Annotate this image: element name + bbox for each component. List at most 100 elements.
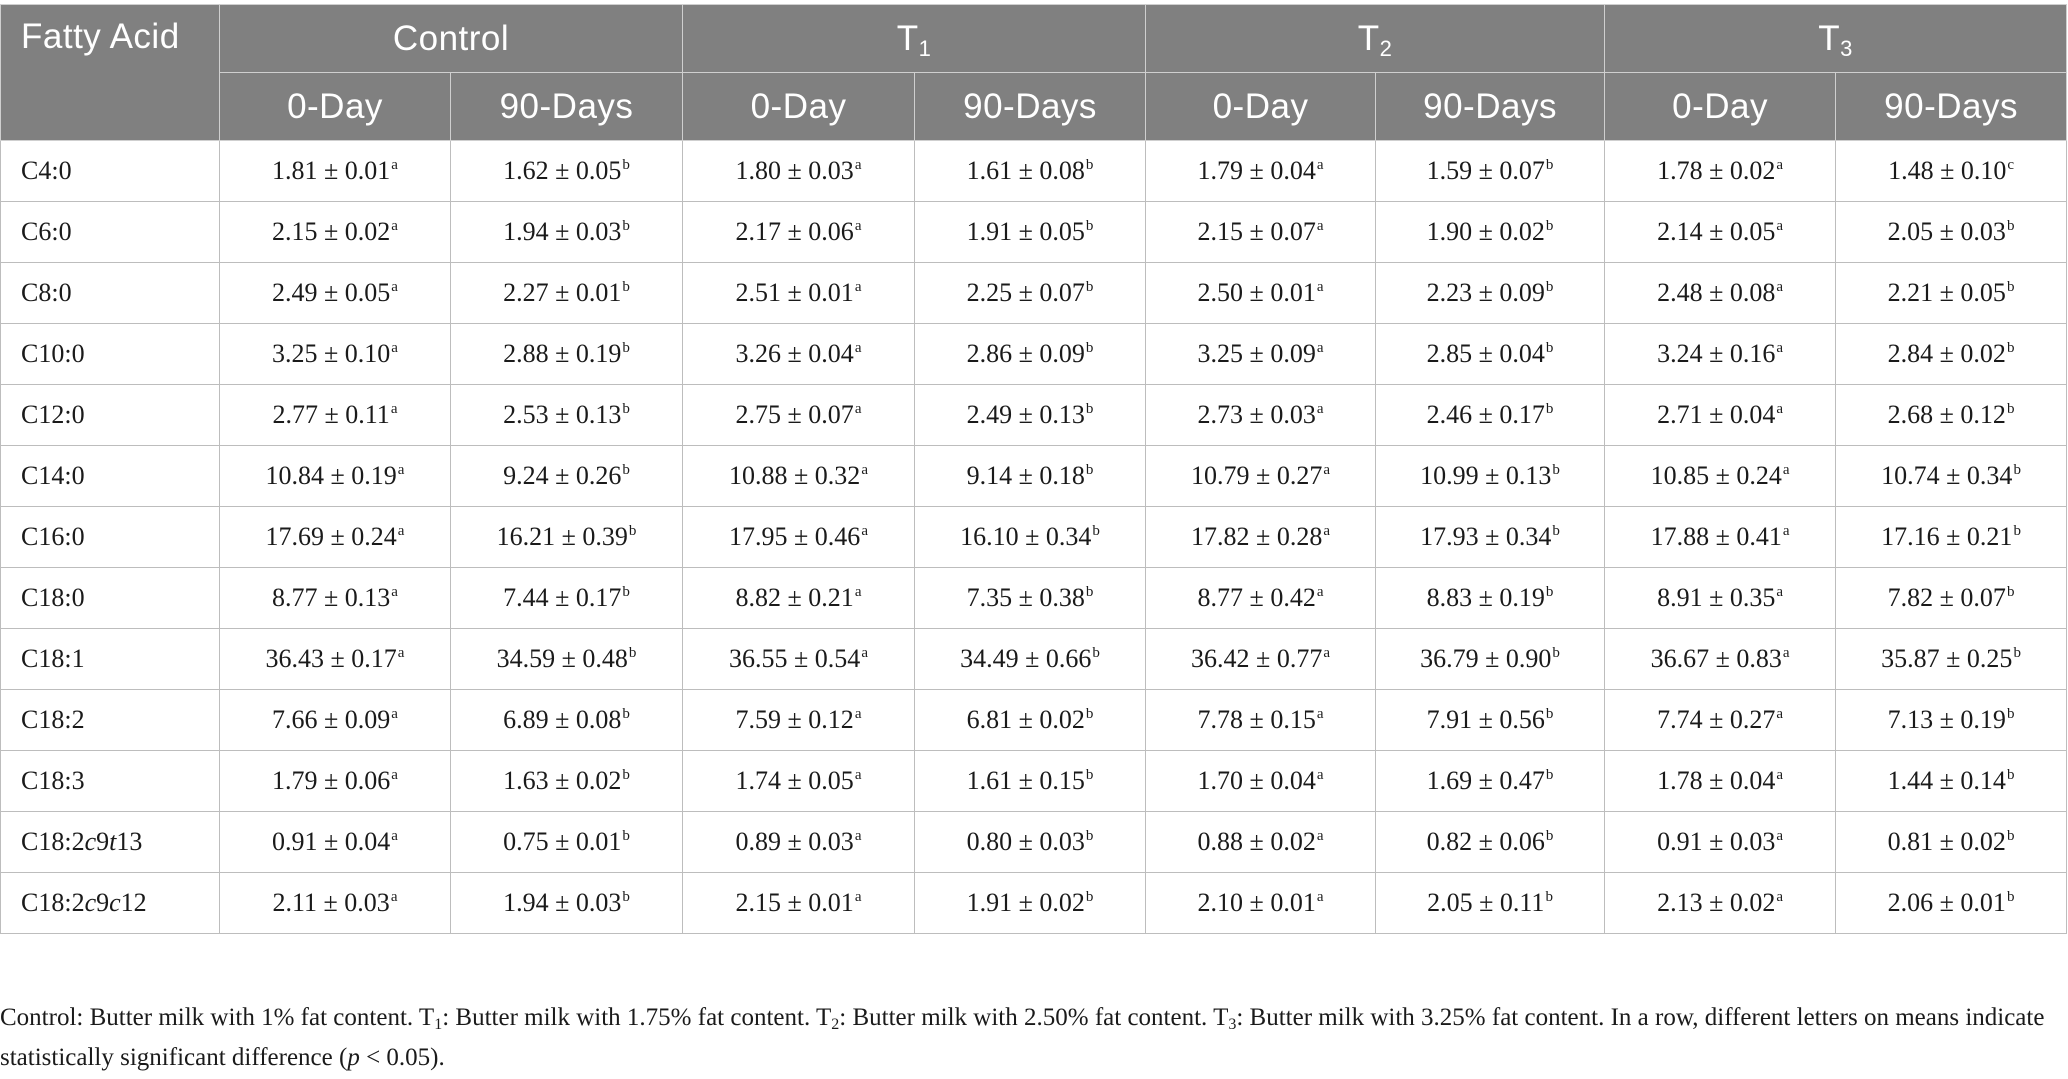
mean-sd-value: 3.24 ± 0.16 bbox=[1657, 339, 1776, 368]
significance-letter: b bbox=[1085, 340, 1094, 356]
value-cell: 1.78 ± 0.04a bbox=[1604, 750, 1837, 812]
mean-sd-value: 6.89 ± 0.08 bbox=[503, 705, 622, 734]
mean-sd-value: 2.84 ± 0.02 bbox=[1887, 339, 2006, 368]
value-cell: 16.21 ± 0.39b bbox=[449, 506, 684, 568]
value-cell: 0.82 ± 0.06b bbox=[1375, 811, 1606, 873]
value-cell: 1.91 ± 0.05b bbox=[914, 201, 1147, 263]
value-cell: 17.16 ± 0.21b bbox=[1835, 506, 2068, 568]
mean-sd-value: 35.87 ± 0.25 bbox=[1881, 644, 2013, 673]
mean-sd-value: 2.73 ± 0.03 bbox=[1197, 400, 1316, 429]
table-row: C6:0 2.15 ± 0.02a 1.94 ± 0.03b 2.17 ± 0.06a… bbox=[0, 201, 2068, 263]
value-cell: 1.48 ± 0.10c bbox=[1835, 140, 2068, 202]
fatty-acid-name: C18:2c9t13 bbox=[0, 811, 220, 873]
significance-letter: b bbox=[2006, 706, 2015, 722]
value-cell: 17.88 ± 0.41a bbox=[1604, 506, 1837, 568]
mean-sd-value: 10.74 ± 0.34 bbox=[1881, 461, 2013, 490]
mean-sd-value: 0.80 ± 0.03 bbox=[966, 827, 1085, 856]
significance-letter: b bbox=[1545, 706, 1554, 722]
significance-letter: a bbox=[1316, 279, 1324, 295]
mean-sd-value: 1.69 ± 0.47 bbox=[1426, 766, 1545, 795]
significance-letter: a bbox=[397, 523, 405, 539]
value-cell: 3.25 ± 0.09a bbox=[1145, 323, 1377, 385]
value-cell: 10.88 ± 0.32a bbox=[682, 445, 916, 507]
value-cell: 1.59 ± 0.07b bbox=[1375, 140, 1606, 202]
value-cell: 7.35 ± 0.38b bbox=[914, 567, 1147, 629]
value-cell: 1.78 ± 0.02a bbox=[1604, 140, 1837, 202]
subheader-0-day: 0-Day bbox=[1145, 72, 1377, 141]
mean-sd-value: 2.46 ± 0.17 bbox=[1426, 400, 1545, 429]
value-cell: 0.91 ± 0.03a bbox=[1604, 811, 1837, 873]
mean-sd-value: 36.42 ± 0.77 bbox=[1191, 644, 1323, 673]
value-cell: 3.24 ± 0.16a bbox=[1604, 323, 1837, 385]
mean-sd-value: 8.91 ± 0.35 bbox=[1657, 583, 1776, 612]
fatty-acid-name: C4:0 bbox=[0, 140, 220, 202]
mean-sd-value: 2.14 ± 0.05 bbox=[1657, 217, 1776, 246]
mean-sd-value: 1.78 ± 0.04 bbox=[1657, 766, 1776, 795]
significance-letter: a bbox=[1316, 828, 1324, 844]
value-cell: 2.10 ± 0.01a bbox=[1145, 872, 1377, 934]
mean-sd-value: 2.06 ± 0.01 bbox=[1887, 888, 2006, 917]
mean-sd-value: 10.99 ± 0.13 bbox=[1420, 461, 1552, 490]
group-header-t1: T1 bbox=[682, 4, 1147, 73]
value-cell: 0.88 ± 0.02a bbox=[1145, 811, 1377, 873]
mean-sd-value: 1.74 ± 0.05 bbox=[735, 766, 854, 795]
significance-letter: b bbox=[1085, 401, 1094, 417]
value-cell: 8.91 ± 0.35a bbox=[1604, 567, 1837, 629]
mean-sd-value: 0.91 ± 0.04 bbox=[272, 827, 391, 856]
value-cell: 2.17 ± 0.06a bbox=[682, 201, 916, 263]
value-cell: 1.81 ± 0.01a bbox=[219, 140, 451, 202]
mean-sd-value: 16.21 ± 0.39 bbox=[496, 522, 628, 551]
significance-letter: a bbox=[1316, 767, 1324, 783]
value-cell: 2.51 ± 0.01a bbox=[682, 262, 916, 324]
mean-sd-value: 7.44 ± 0.17 bbox=[503, 583, 622, 612]
table-body: C4:0 1.81 ± 0.01a 1.62 ± 0.05b 1.80 ± 0.03a… bbox=[0, 140, 2068, 934]
mean-sd-value: 36.79 ± 0.90 bbox=[1420, 644, 1552, 673]
mean-sd-value: 8.77 ± 0.42 bbox=[1197, 583, 1316, 612]
significance-letter: a bbox=[1776, 279, 1784, 295]
mean-sd-value: 1.62 ± 0.05 bbox=[503, 156, 622, 185]
mean-sd-value: 1.48 ± 0.10 bbox=[1888, 156, 2007, 185]
value-cell: 7.13 ± 0.19b bbox=[1835, 689, 2068, 751]
mean-sd-value: 36.67 ± 0.83 bbox=[1650, 644, 1782, 673]
value-cell: 0.80 ± 0.03b bbox=[914, 811, 1147, 873]
mean-sd-value: 1.79 ± 0.06 bbox=[272, 766, 391, 795]
subheader-90-days: 90-Days bbox=[449, 72, 684, 141]
significance-letter: b bbox=[622, 706, 630, 722]
significance-letter: b bbox=[1085, 889, 1094, 905]
value-cell: 2.84 ± 0.02b bbox=[1835, 323, 2068, 385]
mean-sd-value: 1.90 ± 0.02 bbox=[1426, 217, 1545, 246]
mean-sd-value: 8.83 ± 0.19 bbox=[1426, 583, 1545, 612]
value-cell: 7.78 ± 0.15a bbox=[1145, 689, 1377, 751]
value-cell: 2.11 ± 0.03a bbox=[219, 872, 451, 934]
value-cell: 2.23 ± 0.09b bbox=[1375, 262, 1606, 324]
significance-letter: a bbox=[1782, 523, 1790, 539]
value-cell: 7.59 ± 0.12a bbox=[682, 689, 916, 751]
value-cell: 2.46 ± 0.17b bbox=[1375, 384, 1606, 446]
subheader-0-day: 0-Day bbox=[219, 72, 451, 141]
value-cell: 2.14 ± 0.05a bbox=[1604, 201, 1837, 263]
mean-sd-value: 9.14 ± 0.18 bbox=[966, 461, 1085, 490]
fatty-acid-name: C8:0 bbox=[0, 262, 220, 324]
significance-letter: a bbox=[397, 462, 405, 478]
mean-sd-value: 1.59 ± 0.07 bbox=[1426, 156, 1545, 185]
value-cell: 2.68 ± 0.12b bbox=[1835, 384, 2068, 446]
value-cell: 17.95 ± 0.46a bbox=[682, 506, 916, 568]
value-cell: 1.91 ± 0.02b bbox=[914, 872, 1147, 934]
subheader-90-days: 90-Days bbox=[1375, 72, 1606, 141]
fatty-acid-name: C16:0 bbox=[0, 506, 220, 568]
mean-sd-value: 2.51 ± 0.01 bbox=[735, 278, 854, 307]
significance-letter: a bbox=[1316, 340, 1324, 356]
mean-sd-value: 1.70 ± 0.04 bbox=[1197, 766, 1316, 795]
value-cell: 36.55 ± 0.54a bbox=[682, 628, 916, 690]
mean-sd-value: 7.78 ± 0.15 bbox=[1197, 705, 1316, 734]
value-cell: 1.63 ± 0.02b bbox=[449, 750, 684, 812]
mean-sd-value: 2.05 ± 0.11 bbox=[1427, 888, 1545, 917]
significance-letter: a bbox=[390, 889, 398, 905]
value-cell: 0.75 ± 0.01b bbox=[449, 811, 684, 873]
mean-sd-value: 7.91 ± 0.56 bbox=[1426, 705, 1545, 734]
mean-sd-value: 2.48 ± 0.08 bbox=[1657, 278, 1776, 307]
significance-letter: b bbox=[622, 584, 630, 600]
significance-letter: a bbox=[1782, 462, 1790, 478]
significance-letter: b bbox=[1092, 523, 1100, 539]
mean-sd-value: 1.78 ± 0.02 bbox=[1657, 156, 1776, 185]
